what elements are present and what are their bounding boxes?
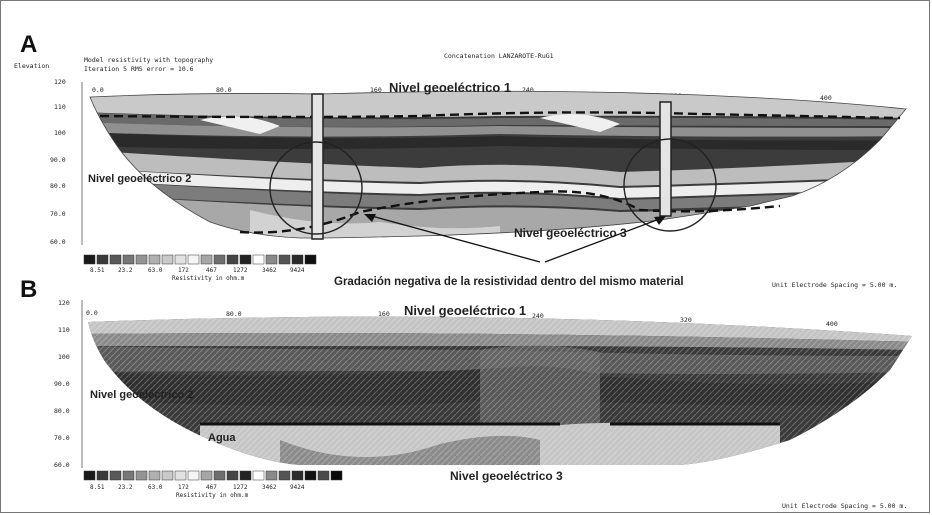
y-tick: 60.0 — [54, 461, 70, 469]
x-tick: 0.0 — [92, 86, 104, 94]
scale-value: 9424 — [290, 267, 305, 274]
x-tick: 240 — [532, 312, 544, 320]
panel-a-section — [90, 91, 906, 238]
panel-b-y-axis: 120 110 100 90.0 80.0 70.0 60.0 — [54, 299, 83, 469]
scale-value: 63.0 — [148, 484, 163, 491]
scale-caption: Resistivity in ohm.m — [172, 275, 245, 282]
y-tick: 80.0 — [54, 407, 70, 415]
panel-b-section — [88, 316, 912, 465]
y-tick: 90.0 — [50, 156, 66, 164]
borehole-left — [311, 93, 324, 240]
y-tick: 120 — [58, 299, 70, 307]
elevation-label: Elevation — [14, 62, 49, 70]
highlight-circle-right — [623, 138, 717, 232]
level-1-label-b: Nivel geoeléctrico 1 — [404, 303, 526, 318]
y-tick: 70.0 — [50, 210, 66, 218]
x-tick: 0.0 — [86, 309, 98, 317]
x-tick: 400 — [826, 320, 838, 328]
scale-value: 9424 — [290, 484, 305, 491]
scale-value: 63.0 — [148, 267, 163, 274]
scale-value: 3462 — [262, 484, 277, 491]
scale-value: 8.51 — [90, 484, 105, 491]
x-tick: 320 — [680, 316, 692, 324]
scale-value: 172 — [178, 484, 189, 491]
y-tick: 80.0 — [50, 182, 66, 190]
scale-value: 8.51 — [90, 267, 105, 274]
scale-value: 172 — [178, 267, 189, 274]
x-tick: 400 — [820, 94, 832, 102]
model-header-2: Iteration 5 RMS error = 10.6 — [84, 65, 194, 73]
highlight-circle-left — [269, 141, 363, 235]
electrode-spacing-b: Unit Electrode Spacing = 5.00 m. — [782, 502, 907, 510]
level-1-label: Nivel geoeléctrico 1 — [389, 80, 511, 95]
panel-b-x-axis: 0.0 80.0 160 240 320 400 — [86, 309, 838, 328]
resistivity-scale-a: 8.51 23.2 63.0 172 467 1272 3462 9424 Re… — [83, 254, 317, 282]
electrode-spacing-a: Unit Electrode Spacing = 5.00 m. — [772, 281, 897, 289]
scale-value: 467 — [206, 267, 217, 274]
y-tick: 110 — [58, 326, 70, 334]
boundary-line-lower — [239, 190, 781, 234]
x-tick: 240 — [522, 86, 534, 94]
scale-caption: Resistivity in ohm.m — [176, 492, 249, 499]
scale-value: 3462 — [262, 267, 277, 274]
borehole-right — [659, 101, 672, 217]
scale-value: 1272 — [233, 267, 248, 274]
boundary-line-upper — [99, 111, 901, 120]
y-tick: 60.0 — [50, 238, 66, 246]
resistivity-scale-b: 8.51 23.2 63.0 172 467 1272 3462 9424 Re… — [83, 470, 343, 499]
level-2-label-b: Nivel geoeléctrico 2 — [90, 389, 193, 401]
water-label: Agua — [208, 432, 236, 444]
level-3-label: Nivel geoeléctrico 3 — [514, 226, 627, 240]
gradation-arrows — [364, 214, 666, 263]
concatenation-title: Concatenation LANZAROTE-RuG1 — [444, 52, 554, 60]
level-2-label: Nivel geoeléctrico 2 — [88, 173, 191, 185]
x-tick: 160 — [370, 86, 382, 94]
x-tick: 80.0 — [226, 310, 242, 318]
y-tick: 100 — [58, 353, 70, 361]
gradation-caption: Gradación negativa de la resistividad de… — [334, 276, 684, 288]
panel-a-y-axis: 120 110 100 90.0 80.0 70.0 60.0 — [50, 78, 83, 246]
x-tick: 80.0 — [216, 86, 232, 94]
panel-a-letter: A — [20, 31, 37, 58]
y-tick: 100 — [54, 129, 66, 137]
scale-value: 1272 — [233, 484, 248, 491]
y-tick: 90.0 — [54, 380, 70, 388]
scale-value: 23.2 — [118, 267, 133, 274]
model-header-1: Model resistivity with topography — [84, 56, 213, 64]
y-tick: 120 — [54, 78, 66, 86]
x-tick: 160 — [378, 310, 390, 318]
y-tick: 70.0 — [54, 434, 70, 442]
scale-value: 467 — [206, 484, 217, 491]
y-tick: 110 — [54, 103, 66, 111]
scale-value: 23.2 — [118, 484, 133, 491]
panel-b-letter: B — [20, 276, 37, 303]
level-3-label-b: Nivel geoeléctrico 3 — [450, 469, 563, 483]
